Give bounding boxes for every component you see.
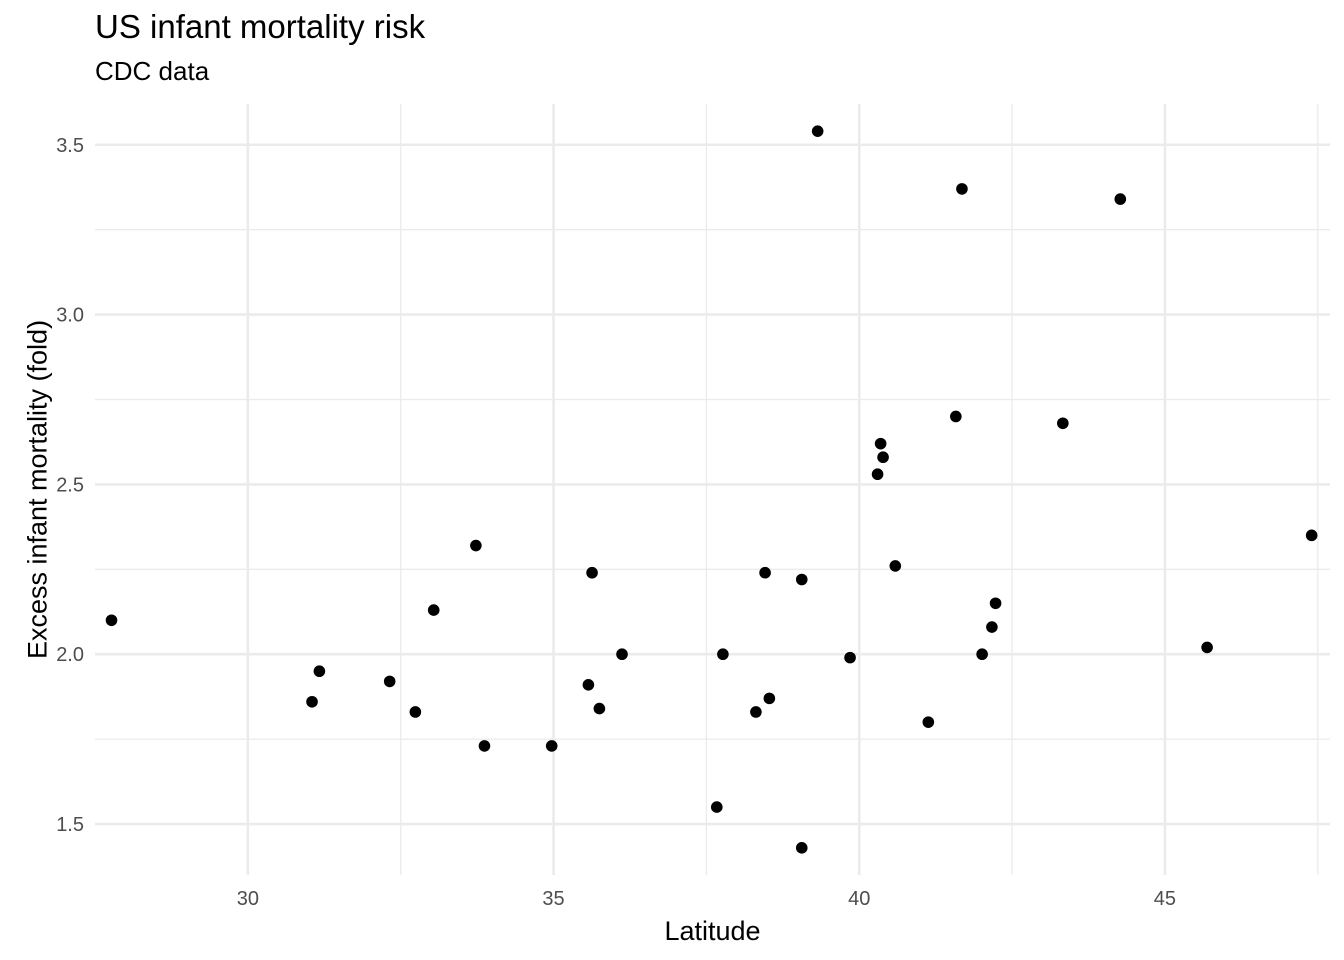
data-point [545,740,558,752]
data-point [956,183,968,195]
data-point [717,648,729,661]
y-axis-label: Excess infant mortality (fold) [22,320,52,659]
data-point [1201,641,1213,654]
data-point [976,648,988,661]
data-point [313,665,326,678]
x-tick-label: 45 [1154,888,1176,910]
y-tick-label: 2.5 [56,474,84,496]
data-points [105,125,1318,854]
data-point [470,539,482,552]
chart-subtitle: CDC data [95,56,210,86]
data-point [763,692,776,705]
y-axis-ticks: 1.5 2.0 2.5 3.0 3.5 [56,135,84,836]
data-point [795,573,808,586]
data-point [1057,417,1069,430]
y-tick-label: 3.0 [56,305,84,327]
data-point [383,675,396,688]
data-point [582,678,595,691]
data-point [989,597,1002,610]
x-tick-label: 40 [848,888,870,910]
x-axis-label: Latitude [664,916,760,946]
y-tick-label: 3.5 [56,135,84,157]
data-point [478,740,491,752]
data-point [105,614,118,627]
chart-title: US infant mortality risk [95,8,426,45]
y-tick-label: 2.0 [56,644,84,666]
data-point [616,648,628,661]
data-point [844,651,856,664]
x-axis-ticks: 30 35 40 45 [237,888,1176,910]
data-point [986,621,998,633]
data-point [871,468,884,481]
data-point [710,801,723,813]
data-point [306,695,318,708]
data-point [593,702,606,715]
data-point [1114,193,1127,205]
data-point [750,706,762,718]
data-point [874,437,887,450]
data-point [427,604,440,616]
grid [95,104,1330,875]
data-point [586,566,598,579]
data-point [409,706,422,718]
x-tick-label: 35 [542,888,564,910]
y-tick-label: 1.5 [56,814,84,836]
data-point [922,716,935,728]
data-point [889,560,902,572]
x-tick-label: 30 [237,888,259,910]
data-point [759,566,771,579]
data-point [877,451,889,464]
data-point [1305,529,1318,542]
data-point [950,410,962,423]
data-point [811,125,824,137]
data-point [795,842,808,854]
